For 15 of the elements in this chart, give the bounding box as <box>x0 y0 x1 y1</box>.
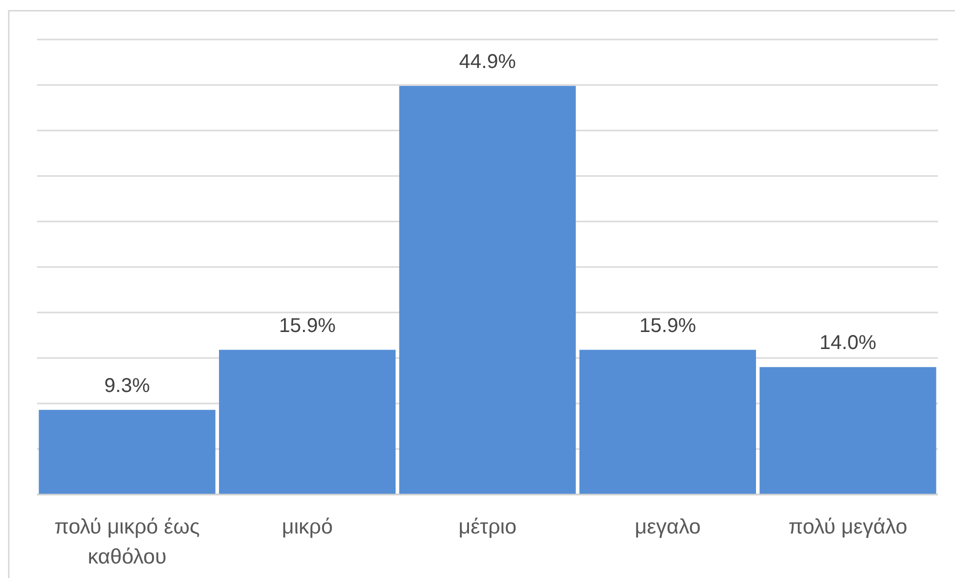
data-label: 15.9% <box>278 314 336 337</box>
x-tick-label: μεγαλο <box>634 516 701 538</box>
bar <box>399 86 576 494</box>
data-label: 44.9% <box>459 50 516 73</box>
bar <box>760 367 936 494</box>
bar <box>579 350 756 494</box>
bar <box>38 410 216 494</box>
bar <box>219 350 396 494</box>
x-tick-label: πολύ μεγάλο <box>788 516 908 538</box>
x-tick-label: μικρό <box>282 516 333 538</box>
x-tick-label: μέτριο <box>458 516 517 538</box>
data-label: 15.9% <box>639 314 696 337</box>
x-tick-label: πολύ μικρό έως καθόλου <box>54 516 200 568</box>
data-label: 9.3% <box>104 374 150 397</box>
data-label: 14.0% <box>820 332 876 354</box>
